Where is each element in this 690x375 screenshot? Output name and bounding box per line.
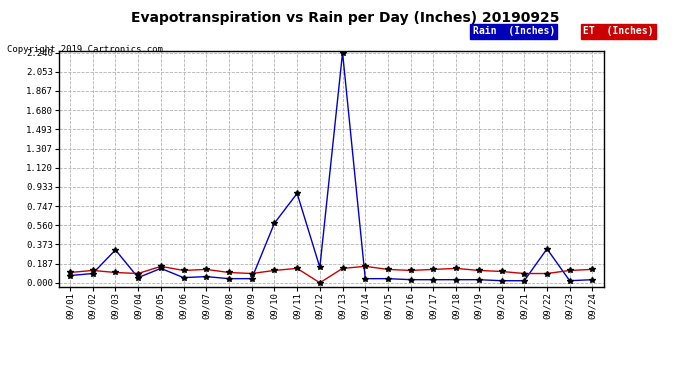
Text: Evapotranspiration vs Rain per Day (Inches) 20190925: Evapotranspiration vs Rain per Day (Inch…: [130, 11, 560, 25]
Text: ET  (Inches): ET (Inches): [583, 26, 653, 36]
Text: Rain  (Inches): Rain (Inches): [473, 26, 555, 36]
Text: Copyright 2019 Cartronics.com: Copyright 2019 Cartronics.com: [7, 45, 163, 54]
